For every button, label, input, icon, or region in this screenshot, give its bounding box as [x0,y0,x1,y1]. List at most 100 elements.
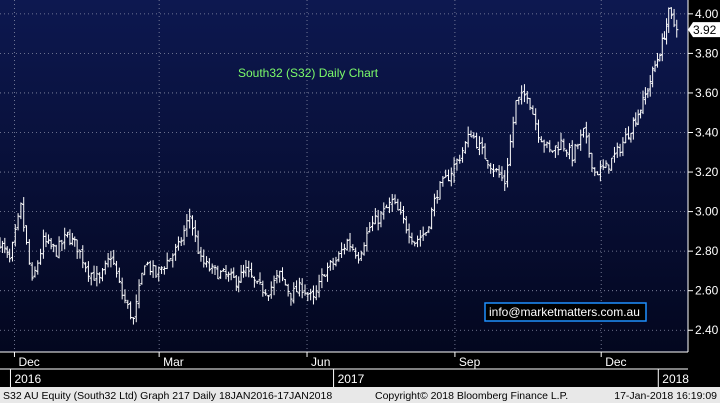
price-bars [0,7,679,325]
ohlc-bar [379,211,383,228]
ohlc-bar [10,241,15,262]
ohlc-bar [421,226,425,241]
y-tick-label: 2.80 [695,244,719,258]
ohlc-bar [604,160,608,169]
ohlc-bar [424,232,428,237]
ohlc-bar [396,198,400,211]
ohlc-bar [247,260,251,278]
ohlc-bar [237,276,241,293]
ohlc-bar [584,121,588,144]
ohlc-bar [188,208,192,229]
year-label: 2017 [338,372,365,386]
ohlc-bar [651,66,655,88]
ohlc-bar [81,245,85,269]
ohlc-bar [676,19,679,38]
x-tick-label: Jun [311,355,330,369]
ohlc-bar [60,239,64,252]
ohlc-bar [664,18,669,45]
ohlc-bar [131,317,136,325]
year-label: 2018 [662,372,689,386]
ohlc-bar [229,268,233,281]
ohlc-bar [410,232,414,245]
ohlc-bar [489,162,493,174]
contact-email: info@marketmatters.com.au [489,305,640,319]
ohlc-bar [472,132,476,139]
ohlc-bar [30,262,34,281]
ohlc-bar [202,249,206,268]
ohlc-bar [5,246,9,258]
ohlc-bar [159,266,164,275]
ohlc-bar [452,157,456,183]
ohlc-bar [63,227,67,250]
ohlc-bar [520,85,524,105]
ohlc-bar [365,227,369,252]
ohlc-bar [573,143,577,163]
ohlc-bar [662,31,667,40]
ohlc-bar [373,208,377,225]
ohlc-bar [306,291,310,302]
ohlc-bar [348,232,352,252]
ohlc-bar [86,261,91,282]
ohlc-bar [334,256,338,267]
ohlc-bar [207,258,211,272]
ohlc-bar [354,247,358,259]
ohlc-bar [567,143,572,160]
ohlc-bar [503,170,507,192]
info-box: info@marketmatters.com.au [484,302,647,322]
ohlc-bar [387,197,392,214]
ohlc-bar [399,201,403,215]
ohlc-bar [46,234,51,245]
ohlc-bar [631,117,635,140]
ohlc-bar [427,226,431,234]
ohlc-bar [548,140,552,153]
ohlc-bar [565,149,569,157]
ohlc-bar [8,248,12,263]
x-tick-label: Dec [18,355,39,369]
ohlc-bar [143,265,147,276]
ohlc-bar [210,263,214,274]
ohlc-bar [13,224,17,247]
ohlc-bar [345,238,349,251]
ohlc-bar [477,136,482,156]
ohlc-bar [168,258,172,262]
ohlc-bar [325,262,330,282]
ohlc-bar [92,265,96,281]
ohlc-bar [432,193,437,217]
ohlc-bar [204,256,209,268]
ohlc-bar [249,262,254,278]
ohlc-bar [390,193,394,212]
chart-title: South32 (S32) Daily Chart [238,66,379,80]
ohlc-bar [109,250,113,268]
ohlc-bar [297,277,301,297]
ohlc-bar [458,154,462,164]
y-tick-label: 3.80 [695,46,719,60]
ohlc-bar [140,272,144,285]
ohlc-bar [27,239,31,265]
y-tick-label: 3.20 [695,165,719,179]
ohlc-bar [89,272,93,286]
ohlc-bar [300,278,304,299]
ohlc-bar [342,243,347,255]
ohlc-bar [311,285,316,305]
ohlc-bar [368,222,372,233]
ohlc-bar [576,143,580,150]
ohlc-bar [486,160,490,169]
ohlc-bar [216,265,220,280]
ohlc-bar [522,84,527,103]
ohlc-bar [638,109,643,119]
ohlc-bar [213,264,217,275]
ohlc-bar [382,202,386,220]
ohlc-bar [182,225,186,246]
ohlc-bar [19,202,23,220]
ohlc-bar [123,289,127,304]
ohlc-bar [505,157,510,188]
ohlc-bar [275,269,279,284]
ohlc-bar [672,8,676,28]
ohlc-bar [449,167,453,187]
ohlc-bar [463,141,467,154]
ohlc-bar [497,165,501,178]
ohlc-bar [193,220,197,243]
ohlc-bar [126,299,130,309]
